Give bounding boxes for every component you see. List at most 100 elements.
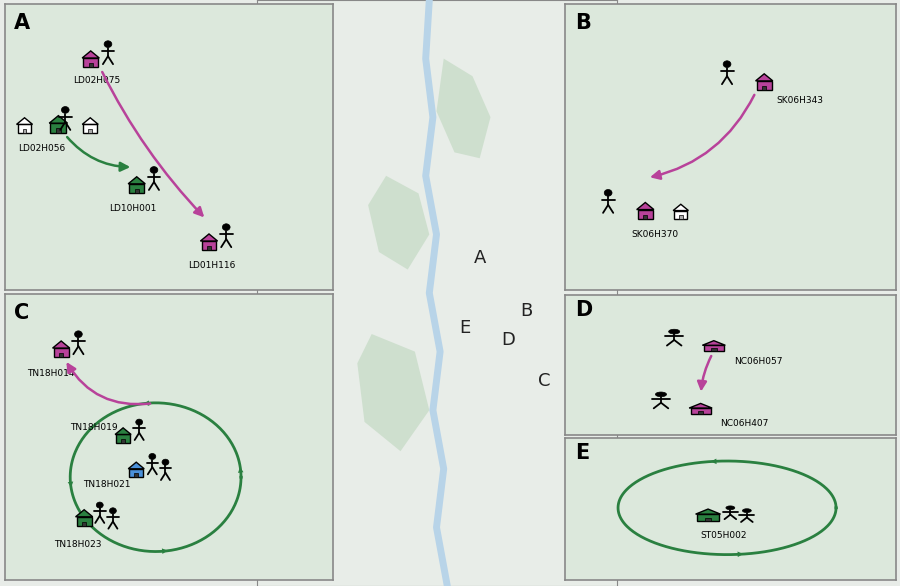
Polygon shape xyxy=(357,334,429,451)
Polygon shape xyxy=(757,81,771,90)
Polygon shape xyxy=(128,462,144,469)
Text: TN18H014: TN18H014 xyxy=(28,369,75,377)
Polygon shape xyxy=(16,118,32,124)
Bar xyxy=(122,439,125,443)
Bar xyxy=(711,349,716,351)
FancyArrowPatch shape xyxy=(103,72,202,216)
Polygon shape xyxy=(116,434,130,443)
Polygon shape xyxy=(201,234,218,241)
Polygon shape xyxy=(436,59,491,158)
Circle shape xyxy=(724,61,731,67)
Text: LD02H056: LD02H056 xyxy=(18,144,65,153)
Text: D: D xyxy=(501,331,516,349)
Polygon shape xyxy=(76,517,92,526)
Circle shape xyxy=(61,107,69,113)
Text: C: C xyxy=(538,372,551,390)
Polygon shape xyxy=(50,115,68,123)
FancyArrowPatch shape xyxy=(68,482,73,488)
Circle shape xyxy=(75,331,82,338)
Bar xyxy=(89,63,93,67)
FancyArrowPatch shape xyxy=(734,551,743,557)
Polygon shape xyxy=(82,118,98,124)
Text: B: B xyxy=(575,13,591,33)
Polygon shape xyxy=(202,241,216,250)
Polygon shape xyxy=(702,340,725,345)
Polygon shape xyxy=(756,74,773,81)
Text: C: C xyxy=(14,303,30,323)
Polygon shape xyxy=(50,123,67,133)
Polygon shape xyxy=(673,205,689,210)
Polygon shape xyxy=(698,514,719,520)
Bar xyxy=(762,86,766,90)
Circle shape xyxy=(222,224,230,230)
Bar xyxy=(22,129,26,133)
Polygon shape xyxy=(696,509,721,514)
Polygon shape xyxy=(674,210,688,219)
Polygon shape xyxy=(689,403,712,408)
Circle shape xyxy=(655,392,667,397)
Text: LD02H075: LD02H075 xyxy=(74,76,121,84)
Text: NC06H057: NC06H057 xyxy=(734,357,782,366)
Circle shape xyxy=(726,506,734,510)
FancyArrowPatch shape xyxy=(652,95,754,179)
Polygon shape xyxy=(130,184,144,193)
Polygon shape xyxy=(638,210,652,219)
Text: ST05H002: ST05H002 xyxy=(700,530,747,540)
Bar xyxy=(82,522,86,526)
Text: E: E xyxy=(460,319,471,337)
FancyArrowPatch shape xyxy=(143,400,150,406)
Circle shape xyxy=(110,508,116,514)
Text: SK06H370: SK06H370 xyxy=(631,230,679,239)
Text: A: A xyxy=(473,249,486,267)
FancyArrowPatch shape xyxy=(161,548,167,554)
Circle shape xyxy=(742,509,752,513)
FancyArrowPatch shape xyxy=(68,137,128,171)
Circle shape xyxy=(604,189,612,196)
Bar xyxy=(56,128,60,133)
Text: B: B xyxy=(520,302,533,319)
Polygon shape xyxy=(82,51,99,58)
FancyArrowPatch shape xyxy=(698,356,711,389)
Text: SK06H343: SK06H343 xyxy=(777,96,824,105)
Polygon shape xyxy=(368,176,429,270)
Circle shape xyxy=(136,419,142,425)
Text: NC06H407: NC06H407 xyxy=(720,420,769,428)
Bar xyxy=(59,353,63,357)
Bar xyxy=(88,129,92,133)
Polygon shape xyxy=(52,341,69,348)
Circle shape xyxy=(104,41,112,47)
Polygon shape xyxy=(636,203,654,210)
Polygon shape xyxy=(18,124,32,133)
Circle shape xyxy=(162,459,169,465)
Polygon shape xyxy=(76,510,93,517)
FancyArrowPatch shape xyxy=(711,459,721,464)
Bar xyxy=(644,214,647,219)
Bar xyxy=(135,189,139,193)
Polygon shape xyxy=(130,469,143,477)
FancyArrowPatch shape xyxy=(68,364,150,404)
Polygon shape xyxy=(84,58,98,67)
Polygon shape xyxy=(690,408,710,414)
Text: TN18H019: TN18H019 xyxy=(70,423,118,432)
Bar xyxy=(207,246,211,250)
Text: LD10H001: LD10H001 xyxy=(110,205,157,213)
Circle shape xyxy=(669,329,680,334)
Circle shape xyxy=(148,454,156,459)
Text: LD01H116: LD01H116 xyxy=(188,261,236,271)
Polygon shape xyxy=(84,124,97,133)
Bar xyxy=(679,215,683,219)
Bar xyxy=(705,517,711,520)
Polygon shape xyxy=(704,345,724,351)
Text: TN18H021: TN18H021 xyxy=(84,480,130,489)
Text: A: A xyxy=(14,13,31,33)
Text: E: E xyxy=(575,442,590,462)
Text: TN18H023: TN18H023 xyxy=(54,540,102,549)
Polygon shape xyxy=(128,177,145,184)
FancyArrowPatch shape xyxy=(238,467,244,473)
Bar xyxy=(134,473,139,477)
Circle shape xyxy=(150,166,158,173)
Text: D: D xyxy=(575,299,592,319)
Polygon shape xyxy=(115,428,131,434)
Polygon shape xyxy=(54,348,68,357)
Bar xyxy=(698,411,704,414)
